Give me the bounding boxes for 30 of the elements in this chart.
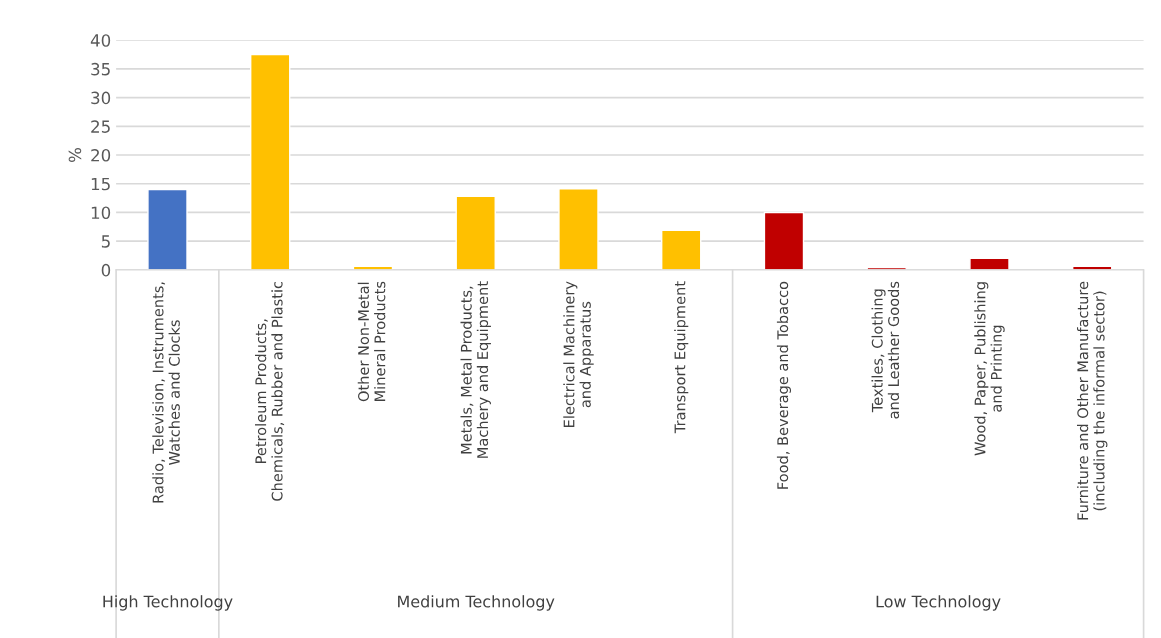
- y-tick-label: 20: [91, 149, 111, 162]
- bar: [558, 188, 599, 270]
- bar: [250, 53, 291, 270]
- y-tick-label: 10: [91, 206, 111, 220]
- bar: [969, 257, 1010, 270]
- text: Low Technology: [876, 595, 1001, 611]
- x-tick-label: Wood, Paper, Publishing and Printing: [974, 282, 1005, 456]
- x-tick-label: Textiles, Clothing and Leather Goods: [871, 281, 900, 419]
- x-tick-label: Food, Beverage and Tobacco: [776, 281, 792, 489]
- y-tick-label: 5: [101, 235, 110, 248]
- y-tick-label: 25: [91, 120, 110, 133]
- x-tick-label: Radio, Television, Instruments, Watches and Clocks: [152, 282, 180, 503]
- x-tick-label: Transport Equipment: [674, 281, 689, 434]
- y-tick-label: 35: [91, 62, 110, 76]
- bar: [455, 195, 496, 270]
- y-axis-title: %: [68, 148, 82, 163]
- x-tick-label: Petroleum Products, Chemicals, Rubber and Plastic: [255, 281, 285, 501]
- y-tick-label: 0: [101, 263, 111, 277]
- bar: [147, 188, 188, 270]
- text: Medium Technology: [398, 595, 555, 611]
- y-tick-label: 30: [91, 91, 111, 105]
- bar: [660, 229, 702, 270]
- x-tick-label: Electrical Machinery and Apparatus: [563, 281, 594, 427]
- text: High Technology: [103, 595, 233, 611]
- x-tick-label: Metals, Metal Products, Machery and Equipment: [460, 281, 491, 458]
- x-tick-label: Other Non-Metal Mineral Products: [357, 281, 386, 402]
- bar: [763, 211, 805, 270]
- y-tick-label: 40: [90, 34, 111, 47]
- x-tick-label: Furniture and Other Manufacture (including the informal sector): [1076, 281, 1108, 520]
- y-tick-label: 15: [91, 177, 110, 191]
